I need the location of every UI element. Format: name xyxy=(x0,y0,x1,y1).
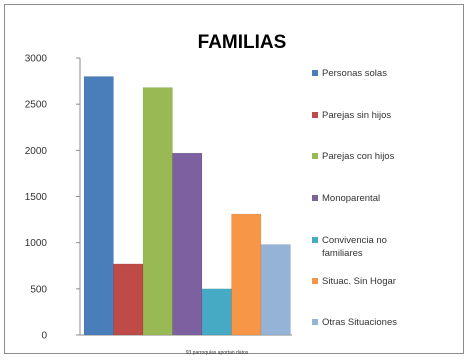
y-tick-label: 500 xyxy=(30,284,47,295)
y-tick-label: 1000 xyxy=(25,238,48,249)
legend-swatch xyxy=(312,112,318,118)
y-axis-ticks: 0 500 1000 1500 2000 2500 3000 xyxy=(25,54,80,342)
legend-swatch xyxy=(312,153,318,159)
bar-parejas-con-hijos xyxy=(142,87,173,336)
legend-label: Parejas sin hijos xyxy=(322,110,391,121)
legend-swatch xyxy=(312,319,318,325)
y-tick-label: 2000 xyxy=(25,146,48,157)
legend-label: Otras Situaciones xyxy=(322,317,397,328)
bar-personas-solas xyxy=(83,76,114,336)
bars xyxy=(83,76,291,336)
legend-label: Monoparental xyxy=(322,193,380,204)
chart-title: FAMILIAS xyxy=(198,32,287,53)
legend-label: Situac. Sin Hogar xyxy=(322,276,396,287)
legend-label: Parejas con hijos xyxy=(322,151,395,162)
legend-label: Convivencia no xyxy=(322,235,387,246)
y-tick-label: 0 xyxy=(41,331,47,342)
legend-swatch xyxy=(312,70,318,76)
y-tick-label: 3000 xyxy=(25,54,48,65)
legend-label: Personas solas xyxy=(322,68,387,79)
legend-swatch xyxy=(312,237,318,243)
legend-swatch xyxy=(312,195,318,201)
bar-convivencia-no-familiares xyxy=(201,288,232,336)
bar-otras-situaciones xyxy=(260,244,291,336)
x-axis-label: 93 parroquias aportan datos xyxy=(186,350,249,356)
bar-situac-sin-hogar xyxy=(231,213,262,336)
bar-monoparental xyxy=(172,152,203,336)
legend-swatch xyxy=(312,278,318,284)
bar-parejas-sin-hijos xyxy=(113,263,144,336)
legend-label: familiares xyxy=(322,248,363,259)
legend: Personas solas Parejas sin hijos Parejas c… xyxy=(312,68,397,328)
y-tick-label: 2500 xyxy=(25,100,48,111)
y-tick-label: 1500 xyxy=(25,192,48,203)
